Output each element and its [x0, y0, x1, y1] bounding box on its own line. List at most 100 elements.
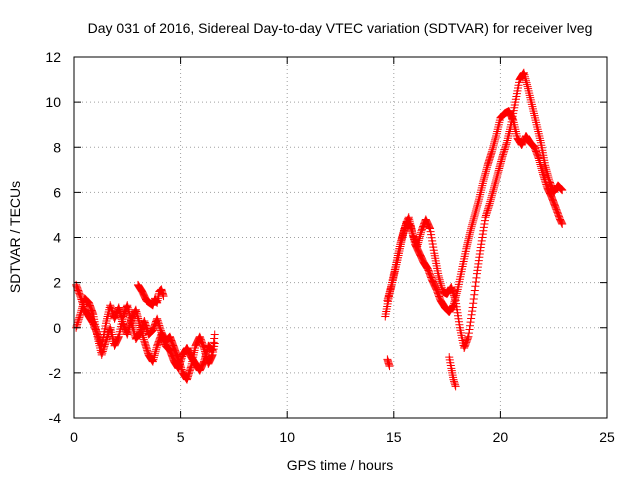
data-point: [472, 203, 481, 212]
data-point: [470, 212, 479, 221]
data-point: [521, 76, 530, 85]
data-point: [499, 150, 508, 159]
data-point: [498, 152, 507, 161]
data-point: [492, 129, 501, 138]
data-point: [175, 358, 184, 367]
data-point: [505, 127, 514, 136]
data-point: [500, 147, 509, 156]
ticks-layer: 0 5 10 15 20 25 -4 -2 0 2 4 6 8 10 12: [45, 49, 615, 445]
data-point: [505, 125, 514, 134]
data-point: [129, 325, 138, 334]
data-point: [480, 216, 489, 225]
data-point: [449, 375, 458, 384]
data-point: [536, 136, 545, 145]
data-point: [100, 342, 109, 351]
data-point: [502, 138, 511, 147]
data-point: [149, 353, 158, 362]
data-point: [499, 148, 508, 157]
data-point: [483, 208, 492, 217]
data-point: [482, 165, 491, 174]
y-tick-label: 0: [53, 320, 61, 336]
data-point: [413, 240, 422, 249]
data-point: [482, 167, 491, 176]
data-point: [399, 228, 408, 237]
data-point: [414, 236, 423, 245]
x-tick-label: 5: [177, 429, 185, 445]
data-point: [107, 304, 116, 313]
data-point: [502, 140, 511, 149]
data-point: [447, 284, 456, 293]
data-point: [102, 316, 111, 325]
data-point: [475, 192, 484, 201]
data-point: [543, 169, 552, 178]
data-point: [469, 214, 478, 223]
data-point: [98, 349, 107, 358]
data-point: [469, 294, 478, 303]
data-point: [148, 357, 157, 366]
data-point: [485, 201, 494, 210]
data-point: [103, 332, 112, 341]
data-point: [397, 234, 406, 243]
data-point: [478, 181, 487, 190]
data-point: [425, 223, 434, 232]
data-point: [73, 320, 82, 329]
data-point: [76, 292, 85, 301]
data-point: [527, 100, 536, 109]
data-point: [484, 204, 493, 213]
data-point: [535, 131, 544, 140]
data-point: [523, 82, 532, 91]
data-point: [501, 142, 510, 151]
data-point: [481, 213, 490, 222]
data-point: [488, 145, 497, 154]
data-point: [534, 153, 543, 162]
data-point: [491, 133, 500, 142]
data-point: [558, 219, 567, 228]
data-point: [479, 226, 488, 235]
data-point: [152, 343, 161, 352]
data-point: [468, 303, 477, 312]
data-point: [149, 355, 158, 364]
data-point: [486, 195, 495, 204]
data-point: [557, 185, 566, 194]
data-point: [468, 307, 477, 316]
data-point: [398, 232, 407, 241]
data-point: [480, 219, 489, 228]
data-point: [76, 310, 85, 319]
data-point: [487, 191, 496, 200]
data-point: [534, 127, 543, 136]
data-point: [436, 279, 445, 288]
data-point: [437, 283, 446, 292]
data-point: [527, 98, 536, 107]
data-point: [413, 242, 422, 251]
data-point: [77, 306, 86, 315]
data-point: [519, 68, 528, 77]
x-axis-label: GPS time / hours: [287, 457, 394, 473]
data-point: [501, 143, 510, 152]
data-point: [512, 129, 521, 138]
data-point: [467, 224, 476, 233]
data-point: [493, 170, 502, 179]
data-point: [491, 177, 500, 186]
data-point: [468, 220, 477, 229]
y-tick-label: 10: [45, 94, 61, 110]
y-tick-label: 8: [53, 139, 61, 155]
data-point: [97, 350, 106, 359]
data-point: [99, 345, 108, 354]
data-point: [488, 143, 497, 152]
data-point: [176, 360, 185, 369]
data-point: [526, 95, 535, 104]
data-point: [542, 180, 551, 189]
data-point: [396, 240, 405, 249]
data-point: [482, 211, 491, 220]
data-point: [74, 315, 83, 324]
grid-layer: [74, 57, 607, 418]
data-point: [474, 197, 483, 206]
y-tick-label: -2: [49, 365, 62, 381]
data-point: [492, 131, 501, 140]
data-point: [503, 134, 512, 143]
data-point: [478, 233, 487, 242]
data-point: [448, 286, 457, 295]
data-point: [532, 118, 541, 127]
data-point: [152, 345, 161, 354]
data-point: [150, 351, 159, 360]
